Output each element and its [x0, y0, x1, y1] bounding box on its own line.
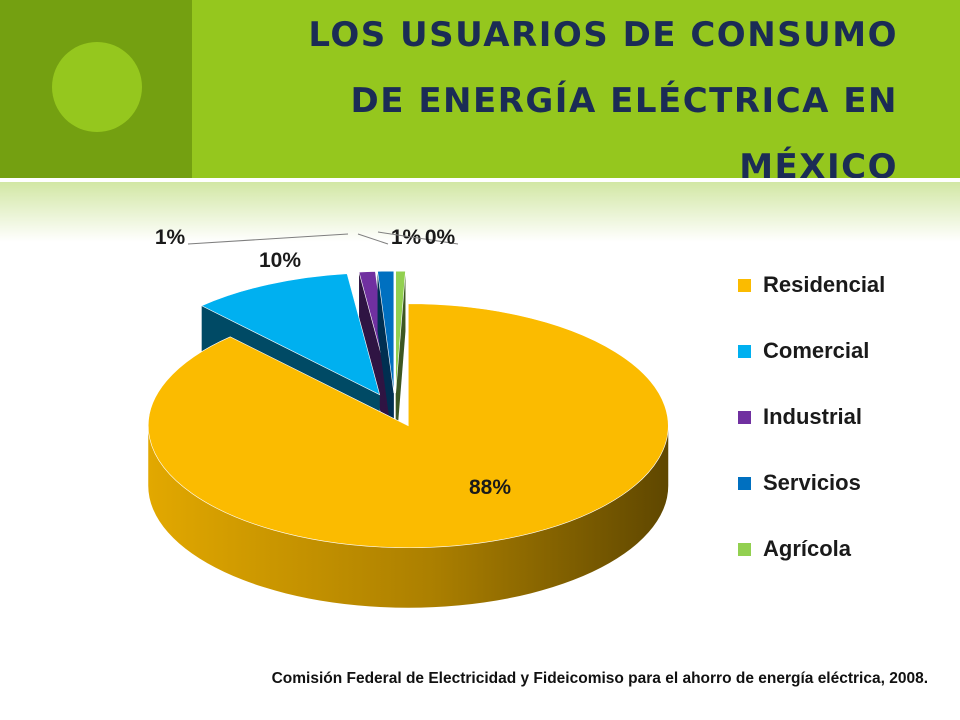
pie-slice-residencial-top — [147, 303, 669, 549]
pie-slice-comercial-top — [200, 273, 381, 396]
leader-line-servicios — [357, 233, 389, 245]
legend-swatch — [738, 344, 751, 358]
pie-slice-industrial-cut-wall-1 — [359, 272, 392, 454]
decorative-circle — [52, 42, 142, 132]
title-line-2: DE ENERGÍA ELÉCTRICA EN — [350, 81, 898, 121]
data-label-comercial: 10% — [259, 249, 301, 272]
header-band: LOS USUARIOS DE CONSUMO DE ENERGÍA ELÉCT… — [0, 0, 960, 187]
pie-slice-servicios-cut-wall-1 — [377, 271, 394, 454]
legend-label: Industrial — [763, 404, 863, 429]
pie-slice-agricola-cut-wall-2 — [395, 271, 406, 454]
chart-legend: Residencial Comercial Industrial Servicios A… — [738, 252, 885, 582]
legend-swatch — [738, 542, 751, 556]
legend-swatch — [738, 410, 751, 424]
legend-item-servicios: Servicios — [738, 450, 885, 516]
legend-label: Servicios — [763, 470, 861, 495]
pie-slice-servicios — [377, 270, 395, 454]
title-line-1: LOS USUARIOS DE CONSUMO — [308, 15, 898, 55]
leader-line-industrial — [187, 233, 349, 245]
legend-item-industrial: Industrial — [738, 384, 885, 450]
legend-label: Agrícola — [763, 536, 852, 561]
pie-slice-servicios-top — [377, 270, 395, 394]
legend-item-agricola: Agrícola — [738, 516, 885, 582]
leader-line-agricola — [377, 231, 459, 245]
source-note: Comisión Federal de Electricidad y Fidei… — [271, 670, 928, 687]
header-fade — [0, 182, 960, 242]
data-label-servicios: 1% — [391, 226, 422, 249]
pie-slice-agricola — [395, 270, 406, 454]
pie-slice-agricola-top — [395, 270, 406, 394]
legend-item-comercial: Comercial — [738, 318, 885, 384]
slide-title: LOS USUARIOS DE CONSUMO DE ENERGÍA ELÉCT… — [258, 2, 898, 200]
header-divider — [0, 178, 960, 182]
pie-chart: 88%10%1% 1% 0% — [147, 226, 669, 608]
legend-swatch — [738, 278, 751, 292]
pie-slice-residencial-rim — [148, 425, 669, 608]
legend-label: Residencial — [763, 272, 886, 297]
legend-label: Comercial — [763, 338, 870, 363]
legend-item-residencial: Residencial — [738, 252, 885, 318]
data-label-agricola: 0% — [425, 226, 456, 249]
pie-slice-residencial — [147, 303, 669, 608]
legend-swatch — [738, 476, 751, 490]
data-label-residencial: 88% — [469, 476, 511, 499]
data-label-industrial: 1% — [155, 226, 186, 249]
header-side-panel — [0, 0, 192, 178]
